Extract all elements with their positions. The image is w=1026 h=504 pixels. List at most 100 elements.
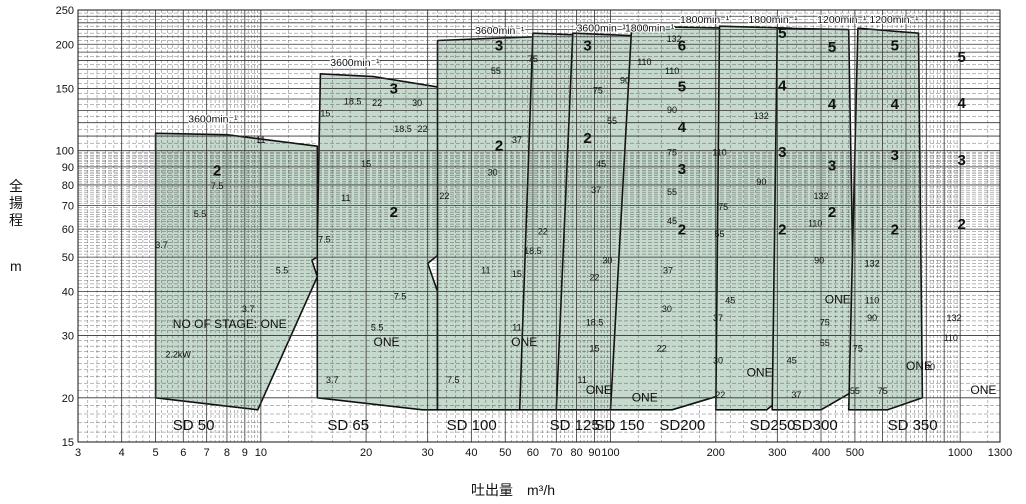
- motor-output-label: 22: [589, 272, 599, 282]
- x-tick-label: 60: [527, 447, 539, 459]
- x-tick-label: 1000: [948, 447, 972, 459]
- y-tick-label: 20: [62, 393, 74, 405]
- stage-number-label: 4: [828, 96, 837, 113]
- motor-output-label: 5.5: [194, 209, 207, 219]
- plot-border: [77, 9, 1001, 443]
- stage-number-label: 2: [957, 216, 965, 233]
- motor-output-label: 22: [372, 98, 382, 108]
- model-label-1: SD 65: [327, 417, 369, 434]
- model-label-5: SD200: [659, 417, 705, 434]
- y-tick-label: 250: [56, 5, 74, 17]
- speed-label-2: 3600min⁻¹: [475, 25, 525, 37]
- motor-output-label: 15: [512, 269, 522, 279]
- speed-label-8: 1200min⁻¹: [869, 14, 919, 26]
- motor-output-label: 7.5: [394, 291, 407, 301]
- y-tick-label: 70: [62, 200, 74, 212]
- motor-output-label: 132: [813, 191, 828, 201]
- stage-number-label: 3: [583, 38, 591, 55]
- stage-number-label: 4: [778, 77, 787, 94]
- stage-one-label: ONE: [373, 335, 399, 349]
- y-tick-label: 30: [62, 331, 74, 343]
- motor-output-label: 11: [256, 135, 265, 145]
- stage-number-label: 2: [828, 204, 836, 221]
- motor-output-label: 110: [665, 66, 679, 76]
- motor-output-label: 55: [491, 66, 501, 76]
- stage-one-label: ONE: [970, 383, 996, 397]
- y-tick-label: 80: [62, 180, 74, 192]
- speed-label-7: 1200min⁻¹: [817, 14, 867, 26]
- stage-number-label: 3: [891, 147, 899, 164]
- motor-output-label: 110: [944, 333, 958, 343]
- stage-number-label: 5: [778, 25, 786, 42]
- motor-output-label: 22: [418, 124, 428, 134]
- stage-one-label: ONE: [586, 383, 612, 397]
- stage-number-label: 3: [390, 81, 398, 98]
- stage-number-label: 5: [828, 39, 836, 56]
- motor-output-label: 75: [667, 147, 677, 157]
- x-tick-label: 300: [768, 447, 786, 459]
- x-tick-label: 20: [360, 447, 372, 459]
- motor-output-label: 37: [791, 390, 801, 400]
- y-tick-label: 50: [62, 252, 74, 264]
- x-tick-label: 3: [75, 447, 81, 459]
- motor-output-label: 37: [663, 265, 673, 275]
- x-tick-label: 4: [119, 447, 125, 459]
- model-label-2: SD 100: [447, 417, 497, 434]
- model-label-4: SD 150: [594, 417, 644, 434]
- model-label-8: SD 350: [888, 417, 938, 434]
- motor-output-label: 22: [657, 344, 667, 354]
- stage-number-label: 5: [957, 49, 965, 66]
- motor-output-label: 132: [667, 34, 682, 44]
- motor-output-label: 110: [808, 219, 822, 229]
- motor-output-label: 15: [589, 344, 599, 354]
- motor-output-label: 90: [620, 75, 630, 85]
- motor-output-label: 18.5: [586, 318, 604, 328]
- stage-number-label: 3: [495, 38, 503, 55]
- speed-label-1: 3600min⁻¹: [330, 57, 380, 69]
- grid-lines: [77, 9, 1000, 443]
- motor-output-label: 22: [538, 226, 548, 236]
- x-tick-label: 80: [570, 447, 582, 459]
- model-label-6: SD250: [750, 417, 796, 434]
- stage-one-label: ONE: [747, 365, 773, 379]
- motor-output-label: 3.7: [155, 240, 168, 250]
- x-tick-label: 200: [707, 447, 725, 459]
- motor-output-label: 75: [593, 86, 603, 96]
- stage-one-label: ONE: [906, 359, 932, 373]
- motor-output-label: 11: [512, 323, 521, 333]
- x-tick-label: 10: [255, 447, 267, 459]
- motor-output-label: 75: [820, 318, 830, 328]
- x-tick-label: 30: [422, 447, 434, 459]
- motor-output-label: 7.5: [211, 181, 224, 191]
- motor-output-label: 90: [867, 313, 877, 323]
- motor-output-label: 5.5: [276, 265, 289, 275]
- motor-output-label: 30: [602, 255, 612, 265]
- motor-output-label: 30: [488, 168, 498, 178]
- motor-output-label: 90: [667, 105, 677, 115]
- x-tick-labels: 3 4 5 6 7 8 9 10 20 30 40 50 60 70 80 90 100 200 300 400 500…: [75, 447, 1012, 459]
- motor-output-label: 75: [718, 202, 728, 212]
- x-tick-label: 9: [242, 447, 248, 459]
- motor-output-label: 37: [713, 313, 723, 323]
- y-tick-label: 150: [56, 83, 74, 95]
- stage-number-label: 2: [678, 221, 686, 238]
- motor-output-label: 30: [412, 98, 422, 108]
- motor-output-label: 11: [481, 265, 490, 275]
- stage-one-label: NO OF STAGE: ONE: [173, 317, 287, 331]
- motor-output-label: 75: [853, 344, 863, 354]
- motor-output-label: 15: [320, 108, 330, 118]
- motor-output-label: 22: [439, 191, 449, 201]
- y-tick-label: 90: [62, 162, 74, 174]
- y-tick-labels: 15 20 30 40 50 60 70 80 90 100 150 200 250: [56, 5, 74, 449]
- motor-output-label: 7.5: [447, 375, 460, 385]
- motor-output-label: 3.7: [242, 304, 255, 314]
- stage-number-label: 4: [891, 96, 900, 113]
- motor-output-label: 11: [341, 193, 350, 203]
- motor-output-label: 45: [596, 159, 606, 169]
- plot-frame: [77, 9, 1001, 443]
- speed-label-5: 1800min⁻¹: [680, 14, 730, 26]
- motor-output-label: 55: [850, 386, 860, 396]
- x-tick-label: 90: [588, 447, 600, 459]
- stage-number-label: 3: [778, 144, 786, 161]
